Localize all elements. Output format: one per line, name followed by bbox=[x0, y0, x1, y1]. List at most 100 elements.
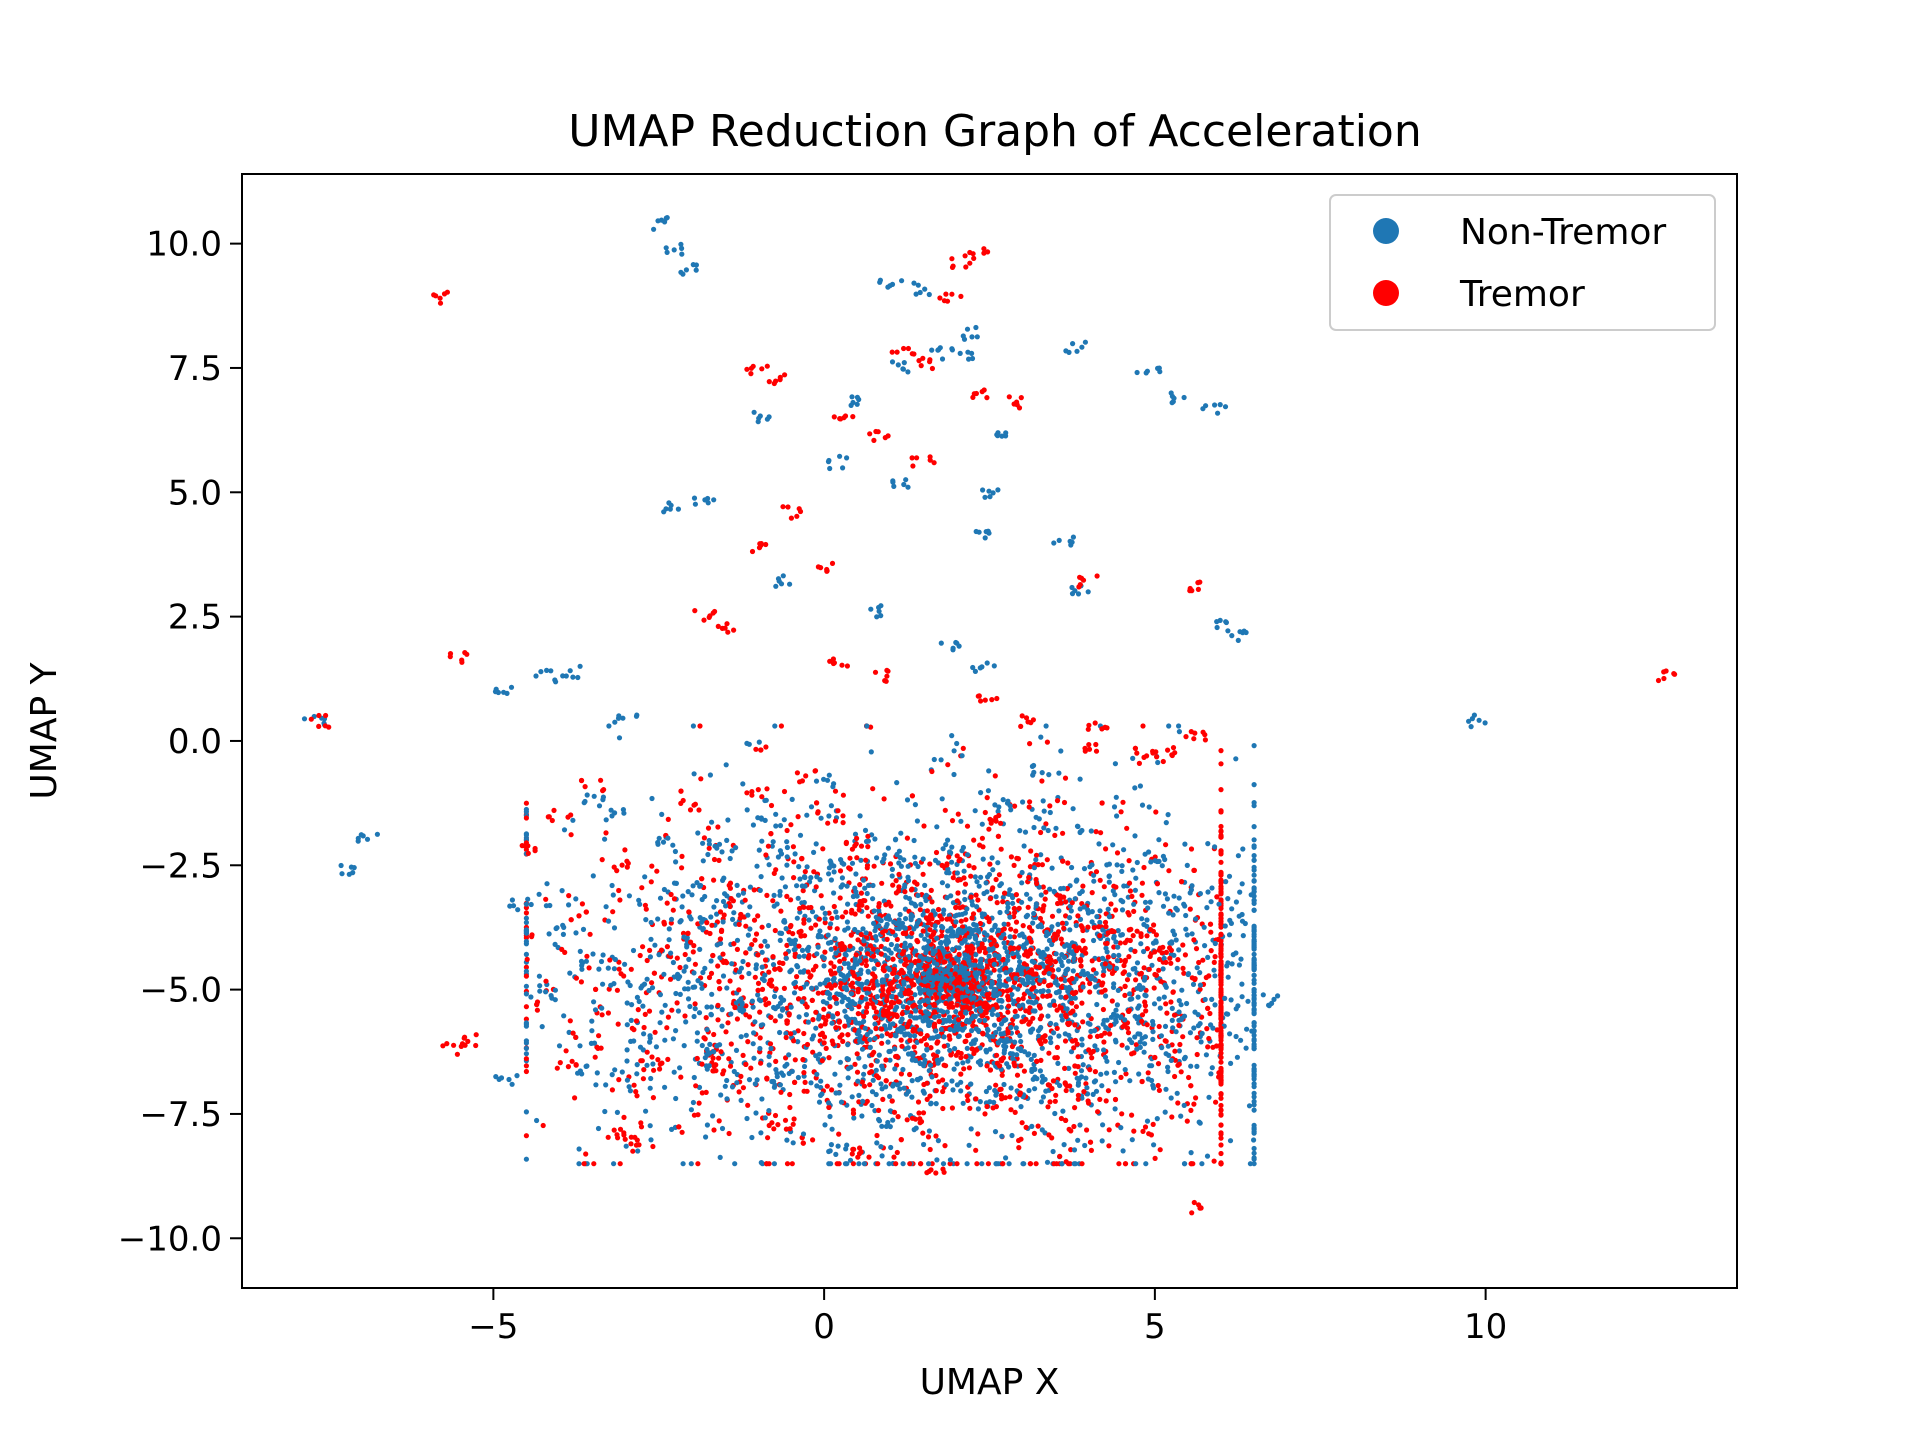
data-point-non-tremor-cloud bbox=[868, 749, 874, 755]
data-point-non-tremor-cloud bbox=[731, 1068, 737, 1075]
data-point-tremor-cloud bbox=[816, 916, 823, 922]
data-point-non-tremor-cloud bbox=[935, 1049, 941, 1055]
data-point-tremor-cloud bbox=[840, 820, 846, 826]
data-point-non-tremor-cloud bbox=[1024, 891, 1030, 897]
data-point-tremor-cloud bbox=[850, 1110, 857, 1116]
data-point-tremor-cloud bbox=[1034, 1058, 1040, 1064]
data-point-tremor-cloud bbox=[953, 904, 959, 911]
data-point-tremor-cloud bbox=[738, 1073, 744, 1079]
data-point-non-tremor-cloud bbox=[605, 965, 611, 971]
data-point-tremor-cloud bbox=[1106, 1127, 1112, 1133]
data-point-non-tremor-cloud bbox=[1235, 853, 1241, 859]
data-point-tremor-cloud bbox=[716, 1055, 722, 1061]
data-point-non-tremor-cloud bbox=[1056, 770, 1062, 776]
data-point-non-tremor-cloud bbox=[668, 916, 675, 922]
data-point-non-tremor-cloud bbox=[853, 1019, 859, 1025]
data-point-tremor-cloud bbox=[777, 967, 783, 973]
data-point-non-tremor-cloud bbox=[1251, 996, 1257, 1003]
data-point-tremor-cloud bbox=[766, 969, 772, 975]
data-point-tremor-cloud bbox=[971, 837, 977, 843]
data-point-non-tremor-cloud bbox=[898, 1019, 904, 1025]
data-point-tremor-cloud bbox=[674, 955, 680, 961]
data-point-non-tremor-cloud bbox=[1114, 958, 1120, 964]
data-point-tremor-cloud bbox=[831, 903, 837, 910]
data-point-tremor-cloud bbox=[991, 967, 997, 973]
data-point-tremor-cloud bbox=[651, 1067, 657, 1073]
data-point-non-tremor-cloud bbox=[1041, 952, 1047, 958]
data-point-non-tremor-cloud bbox=[1251, 872, 1257, 878]
data-point-non-tremor-cloud bbox=[1223, 879, 1229, 885]
data-point-non-tremor-cloud bbox=[972, 808, 978, 814]
data-point-non-tremor-cloud bbox=[1091, 937, 1097, 944]
data-point-tremor-cloud bbox=[1124, 825, 1130, 831]
data-point-non-tremor-cloud bbox=[1126, 972, 1132, 978]
data-point-non-tremor-cloud bbox=[677, 919, 683, 925]
data-point-tremor-cloud bbox=[1218, 828, 1224, 834]
data-point-non-tremor-cloud bbox=[1233, 756, 1239, 762]
data-point-non-tremor-cloud bbox=[719, 1007, 725, 1013]
data-point-non-tremor-cloud bbox=[719, 1125, 726, 1132]
data-point-non-tremor-cloud bbox=[1067, 927, 1073, 933]
data-point-tremor-cloud bbox=[778, 723, 785, 729]
data-point-non-tremor-cloud bbox=[1039, 1127, 1045, 1133]
data-point-non-tremor-cloud bbox=[1082, 1142, 1088, 1149]
data-point-non-tremor-cloud bbox=[818, 815, 824, 821]
data-point-tremor-cloud bbox=[617, 1161, 623, 1167]
data-point-tremor-cloud bbox=[784, 1018, 791, 1024]
data-point-tremor-cloud bbox=[1132, 745, 1138, 751]
data-point-tremor-cloud bbox=[596, 1033, 602, 1039]
data-point-tremor-cloud bbox=[1218, 823, 1224, 830]
data-point-non-tremor-cloud bbox=[1087, 1021, 1093, 1027]
data-point-non-tremor-cloud bbox=[1144, 917, 1150, 923]
data-point-non-tremor-cloud bbox=[523, 1109, 530, 1115]
data-point-non-tremor-cloud bbox=[920, 1088, 926, 1094]
data-point-tremor-cloud bbox=[643, 906, 649, 912]
data-point-tremor-cloud bbox=[1065, 860, 1071, 866]
data-point-non-tremor-cloud bbox=[1201, 924, 1207, 930]
data-point-non-tremor-cloud bbox=[949, 859, 955, 865]
data-point-non-tremor-cloud bbox=[692, 1006, 698, 1012]
data-point-non-tremor-cloud bbox=[720, 919, 726, 925]
data-point-tremor-cloud bbox=[820, 846, 826, 852]
data-point-non-tremor-cloud bbox=[1003, 1017, 1009, 1023]
data-point-tremor-cloud bbox=[788, 897, 794, 903]
data-point-tremor-cloud bbox=[988, 895, 994, 902]
data-point-non-tremor-cloud bbox=[905, 1045, 911, 1051]
data-point-tremor-cloud bbox=[1183, 734, 1189, 740]
data-point-tremor-cloud bbox=[837, 868, 844, 874]
data-point-tremor-cloud bbox=[1105, 1088, 1111, 1094]
data-point-tremor-cloud bbox=[1156, 967, 1162, 973]
data-point-tremor-cloud bbox=[960, 745, 966, 752]
data-point-non-tremor-cloud bbox=[912, 992, 918, 998]
data-point-non-tremor-cloud bbox=[857, 958, 863, 964]
data-point-tremor-cloud bbox=[788, 822, 794, 828]
data-point-non-tremor-cloud bbox=[1097, 919, 1103, 925]
data-point-non-tremor-cloud bbox=[1239, 881, 1245, 887]
data-point-tremor-cloud bbox=[873, 1015, 879, 1021]
data-point-tremor-cloud bbox=[881, 796, 887, 802]
data-point-non-tremor-cloud bbox=[909, 1094, 915, 1100]
data-point-tremor-cloud bbox=[665, 1056, 671, 1062]
data-point-non-tremor-cloud bbox=[523, 1038, 530, 1044]
data-point-non-tremor-cloud bbox=[1047, 809, 1053, 816]
data-point-non-tremor-cloud bbox=[909, 1078, 915, 1084]
data-point-tremor-cloud bbox=[1218, 1033, 1224, 1039]
data-point-tremor-cloud bbox=[711, 1127, 717, 1133]
data-point-tremor-cloud bbox=[869, 1001, 876, 1007]
data-point-tremor-cloud bbox=[1027, 864, 1033, 870]
data-point-non-tremor-cloud bbox=[869, 1102, 875, 1109]
data-point-tremor-cloud bbox=[863, 1009, 870, 1015]
data-point-tremor-cloud bbox=[1212, 954, 1218, 960]
data-point-tremor-cloud bbox=[654, 868, 660, 874]
data-point-non-tremor-cloud bbox=[872, 1108, 878, 1114]
data-point-non-tremor-cloud bbox=[1113, 1079, 1119, 1085]
data-point-tremor-cloud bbox=[759, 924, 765, 930]
data-point-tremor-cloud bbox=[1218, 1079, 1224, 1085]
data-point-tremor-cloud bbox=[1127, 888, 1133, 894]
data-point-tremor-cloud bbox=[1157, 956, 1163, 963]
data-point-tremor-cloud bbox=[634, 1018, 640, 1024]
data-point-non-tremor-cloud bbox=[747, 884, 754, 890]
data-point-non-tremor-cloud bbox=[1019, 971, 1025, 977]
data-point-non-tremor-cloud bbox=[573, 896, 579, 902]
data-point-non-tremor-cloud bbox=[1122, 1067, 1128, 1073]
